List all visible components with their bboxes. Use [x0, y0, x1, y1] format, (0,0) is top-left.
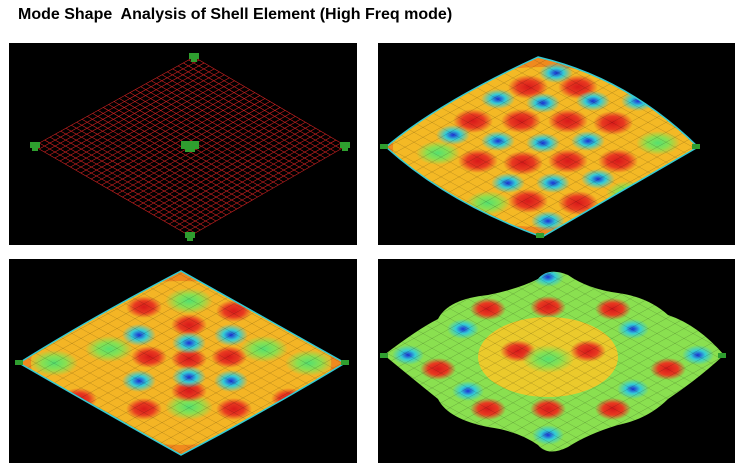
mode-shape-panel-b — [9, 259, 357, 463]
support-node-right — [718, 353, 726, 358]
support-node-left — [380, 353, 388, 358]
support-node-right — [341, 360, 349, 365]
mode-shape-plot-b — [15, 270, 349, 456]
support-node-bottom — [536, 233, 544, 238]
support-node-left — [30, 142, 40, 151]
contour-surface — [384, 271, 724, 452]
mesh-grid — [33, 56, 347, 237]
mode-shape-plot-a — [380, 56, 700, 238]
mode-shape-panel-c — [378, 259, 735, 463]
mode-shape-plot-c — [380, 271, 726, 452]
support-node-center — [181, 141, 199, 152]
contour-surface — [19, 271, 345, 455]
undeformed-mesh-panel — [9, 43, 357, 245]
undeformed-mesh-plot — [30, 53, 350, 241]
support-node-bottom — [185, 232, 195, 241]
support-node-left — [380, 144, 388, 149]
support-node-right — [692, 144, 700, 149]
support-node-top — [189, 53, 199, 62]
figure-title: Mode Shape Analysis of Shell Element (Hi… — [18, 6, 453, 23]
contour-surface — [386, 57, 698, 237]
support-node-left — [15, 360, 23, 365]
support-node-right — [340, 142, 350, 151]
mode-shape-panel-a — [378, 43, 735, 245]
